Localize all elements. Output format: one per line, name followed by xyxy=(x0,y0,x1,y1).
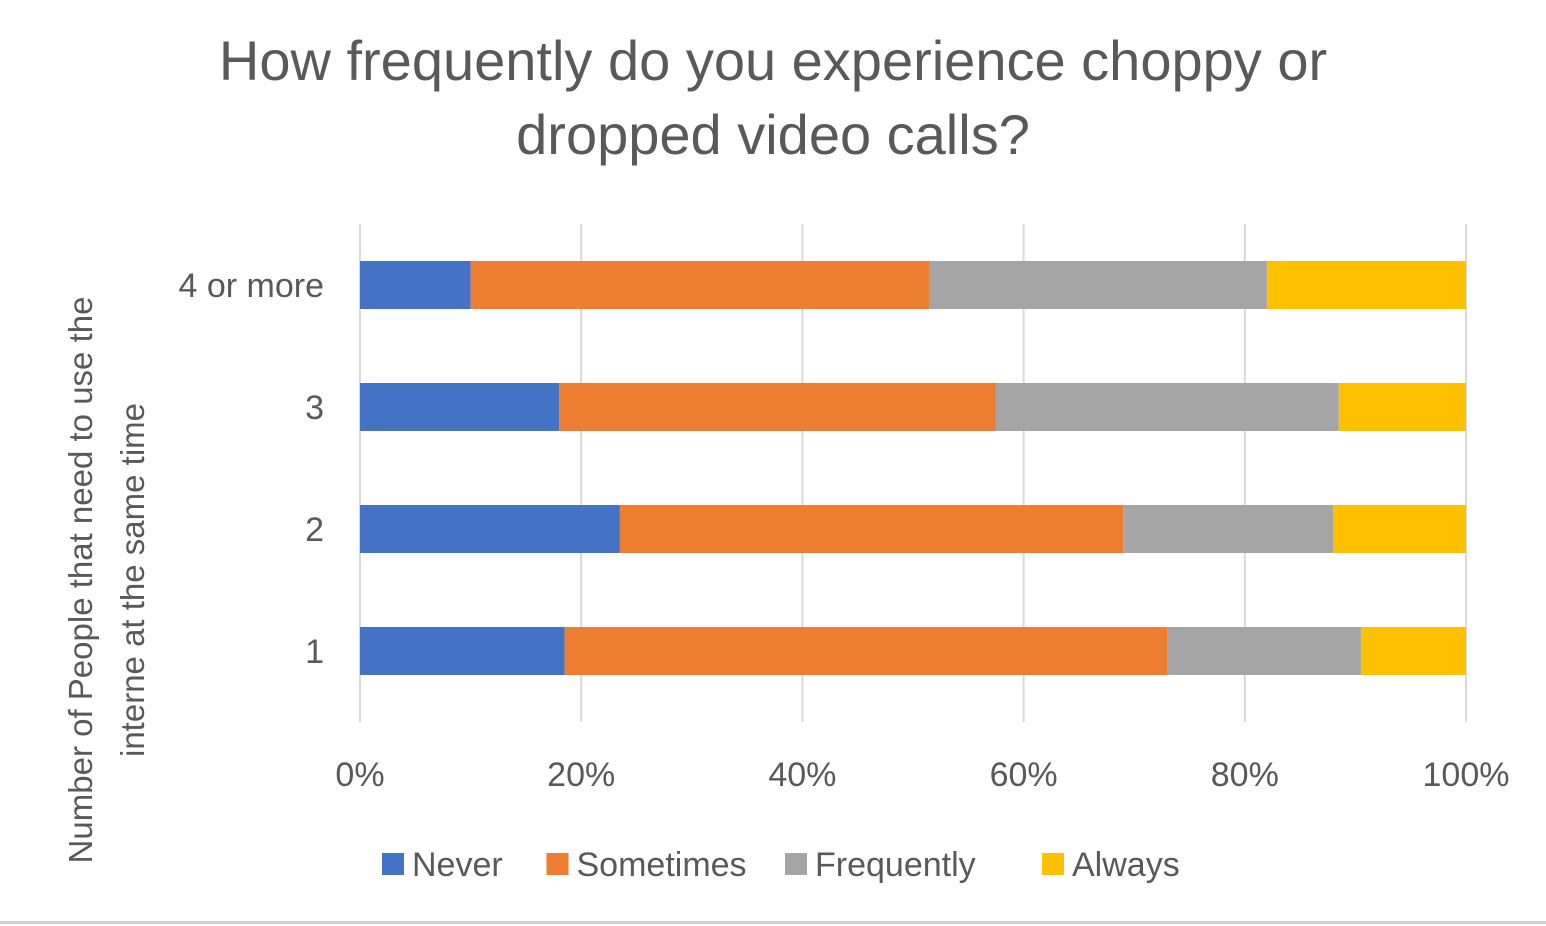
legend-label: Frequently xyxy=(815,846,976,884)
y-tick-label: 2 xyxy=(305,511,324,549)
bar-segment xyxy=(559,383,996,431)
legend: Never Sometimes Frequently Always xyxy=(382,846,1180,884)
x-tick-label: 80% xyxy=(1211,756,1279,794)
bar-segment xyxy=(360,627,565,675)
y-axis-tick-labels: 1 2 3 4 or more xyxy=(179,267,325,671)
y-tick-label: 4 or more xyxy=(179,267,325,305)
bar-segment xyxy=(1123,505,1334,553)
legend-label: Always xyxy=(1072,846,1180,884)
legend-label: Sometimes xyxy=(577,846,747,884)
legend-swatch xyxy=(785,853,807,875)
bar-segment xyxy=(360,505,620,553)
bar-segment xyxy=(1266,261,1466,309)
legend-swatch xyxy=(546,853,569,875)
bars xyxy=(360,261,1466,675)
bar-segment xyxy=(360,383,560,431)
y-axis-title: Number of People that need to use the in… xyxy=(62,297,151,864)
bar-segment xyxy=(564,627,1168,675)
bar-segment xyxy=(360,261,471,309)
legend-label: Never xyxy=(412,846,503,884)
y-axis-title-line-2: interne at the same time xyxy=(114,403,151,757)
bar-segment xyxy=(1167,627,1361,675)
bar-segment xyxy=(1360,627,1466,675)
chart-title: How frequently do you experience choppy … xyxy=(0,24,1546,172)
legend-swatch xyxy=(382,853,404,875)
x-tick-label: 20% xyxy=(547,756,615,794)
x-tick-label: 0% xyxy=(335,756,384,794)
y-tick-label: 1 xyxy=(305,633,324,671)
legend-swatch xyxy=(1042,853,1064,875)
bar-segment xyxy=(995,383,1339,431)
y-axis-title-line-1: Number of People that need to use the xyxy=(62,297,99,864)
bar-segment xyxy=(619,505,1124,553)
x-tick-label: 40% xyxy=(768,756,836,794)
y-tick-label: 3 xyxy=(305,389,324,427)
chart-title-line-1: How frequently do you experience choppy … xyxy=(218,29,1328,92)
x-axis-tick-labels: 0% 20% 40% 60% 80% 100% xyxy=(335,756,1509,794)
x-tick-label: 60% xyxy=(990,756,1058,794)
bar-segment xyxy=(1338,383,1466,431)
bar-segment xyxy=(470,261,930,309)
bottom-divider xyxy=(0,921,1546,924)
bar-segment xyxy=(929,261,1267,309)
x-tick-label: 100% xyxy=(1423,756,1510,794)
chart-title-line-2: dropped video calls? xyxy=(516,103,1030,166)
bar-segment xyxy=(1333,505,1466,553)
